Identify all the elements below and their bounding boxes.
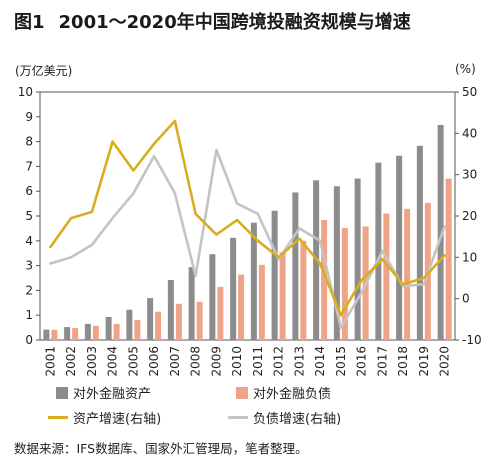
right-axis-tick-label: 10: [462, 250, 477, 264]
bar-assets: [188, 267, 195, 340]
left-axis-tick-label: 1: [25, 308, 33, 322]
x-axis-tick-label: 2017: [375, 346, 389, 377]
right-axis-tick-label: 50: [462, 85, 477, 99]
bar-liabilities: [72, 328, 79, 340]
bar-liabilities: [134, 319, 141, 340]
bar-liabilities: [51, 329, 58, 340]
x-axis-tick-label: 2003: [85, 346, 99, 377]
left-axis-tick-label: 6: [25, 184, 33, 198]
bar-assets: [43, 329, 50, 340]
x-axis-tick-label: 2012: [272, 346, 286, 377]
x-axis-tick-label: 2002: [64, 346, 78, 377]
x-axis-tick-label: 2011: [251, 346, 265, 377]
bar-assets: [167, 279, 174, 340]
x-axis-tick-label: 2007: [168, 346, 182, 377]
legend-item-liabilities: 对外金融负债: [236, 383, 331, 402]
bar-assets: [126, 309, 133, 340]
bar-liabilities: [341, 227, 348, 340]
x-axis-tick-label: 2013: [292, 346, 306, 377]
line-liability-growth: [49, 148, 446, 329]
legend-label-liabilities: 对外金融负债: [253, 387, 332, 402]
legend-item-liability-growth: 负债增速(右轴): [228, 408, 341, 427]
bar-assets: [271, 210, 278, 340]
left-axis-tick-label: 5: [25, 209, 33, 223]
bar-liabilities: [175, 303, 182, 340]
x-axis-tick-label: 2019: [417, 346, 431, 377]
left-axis-tick-label: 10: [18, 85, 33, 99]
left-axis-tick-label: 8: [25, 135, 33, 149]
x-axis-tick-label: 2004: [106, 346, 120, 377]
line-asset-growth: [49, 119, 446, 317]
bar-liabilities: [217, 286, 224, 340]
bar-assets: [375, 162, 382, 340]
legend-item-asset-growth: 资产增速(右轴): [48, 408, 161, 427]
legend-label-liability-growth: 负债增速(右轴): [253, 412, 342, 427]
bar-assets: [354, 178, 361, 340]
right-axis-tick-label: -10: [462, 333, 482, 347]
bar-assets: [147, 298, 154, 340]
figure-title: 2001～2020年中国跨境投融资规模与增速: [58, 12, 411, 33]
x-axis-tick-label: 2014: [313, 346, 327, 377]
left-axis-unit: (万亿美元): [15, 64, 73, 78]
x-axis-tick-label: 2008: [189, 346, 203, 377]
left-axis-tick-label: 9: [25, 110, 33, 124]
legend-swatch-assets: [56, 386, 68, 399]
bar-assets: [416, 145, 423, 340]
legend-swatch-liabilities: [236, 386, 248, 399]
x-axis-tick-label: 2016: [355, 346, 369, 377]
bar-liabilities: [196, 301, 203, 340]
left-axis-tick-label: 2: [25, 283, 33, 297]
x-axis-tick-label: 2010: [230, 346, 244, 377]
x-axis-tick-label: 2020: [438, 346, 452, 377]
plot-frame: [39, 91, 456, 341]
right-axis-unit: (%): [455, 62, 476, 76]
right-axis-tick-label: 40: [462, 126, 477, 140]
left-axis-tick-label: 3: [25, 259, 33, 273]
legend-swatch-asset-growth: [48, 416, 68, 419]
bar-assets: [292, 192, 299, 340]
right-axis-tick-label: 20: [462, 209, 477, 223]
x-axis-tick-label: 2015: [334, 346, 348, 377]
x-axis-tick-label: 2009: [209, 346, 223, 377]
bar-liabilities: [92, 325, 99, 340]
bar-liabilities: [113, 323, 120, 340]
legend-label-assets: 对外金融资产: [73, 387, 152, 402]
bar-liabilities: [300, 240, 307, 340]
bar-liabilities: [321, 219, 328, 340]
left-axis-tick-label: 4: [25, 234, 33, 248]
legend-label-asset-growth: 资产增速(右轴): [73, 412, 162, 427]
bar-liabilities: [155, 311, 162, 340]
bar-assets: [84, 323, 91, 340]
bar-assets: [105, 316, 112, 340]
x-axis-tick-label: 2001: [43, 346, 57, 377]
bar-liabilities: [445, 178, 452, 340]
bar-liabilities: [404, 208, 411, 340]
left-axis-tick-label: 0: [25, 333, 33, 347]
bar-liabilities: [383, 213, 390, 340]
x-axis-tick-label: 2006: [147, 346, 161, 377]
bar-liabilities: [279, 252, 286, 340]
x-axis-tick-label: 2018: [396, 346, 410, 377]
legend-swatch-liability-growth: [228, 416, 248, 419]
bar-assets: [209, 254, 216, 340]
data-source-note: 数据来源：IFS数据库、国家外汇管理局，笔者整理。: [14, 441, 308, 456]
x-axis-tick-label: 2005: [126, 346, 140, 377]
figure-label: 图1: [14, 12, 45, 33]
right-axis-tick-label: 0: [462, 292, 470, 306]
chart-title: 图1 2001～2020年中国跨境投融资规模与增速: [14, 8, 411, 34]
bar-liabilities: [258, 264, 265, 340]
legend-item-assets: 对外金融资产: [56, 383, 151, 402]
bar-assets: [230, 237, 237, 340]
bar-liabilities: [238, 274, 245, 340]
bar-assets: [64, 327, 71, 340]
left-axis-tick-label: 7: [25, 159, 33, 173]
right-axis-tick-label: 30: [462, 168, 477, 182]
bar-assets: [396, 155, 403, 340]
bar-assets: [333, 186, 340, 340]
bar-assets: [250, 222, 257, 340]
bar-assets: [437, 124, 444, 340]
